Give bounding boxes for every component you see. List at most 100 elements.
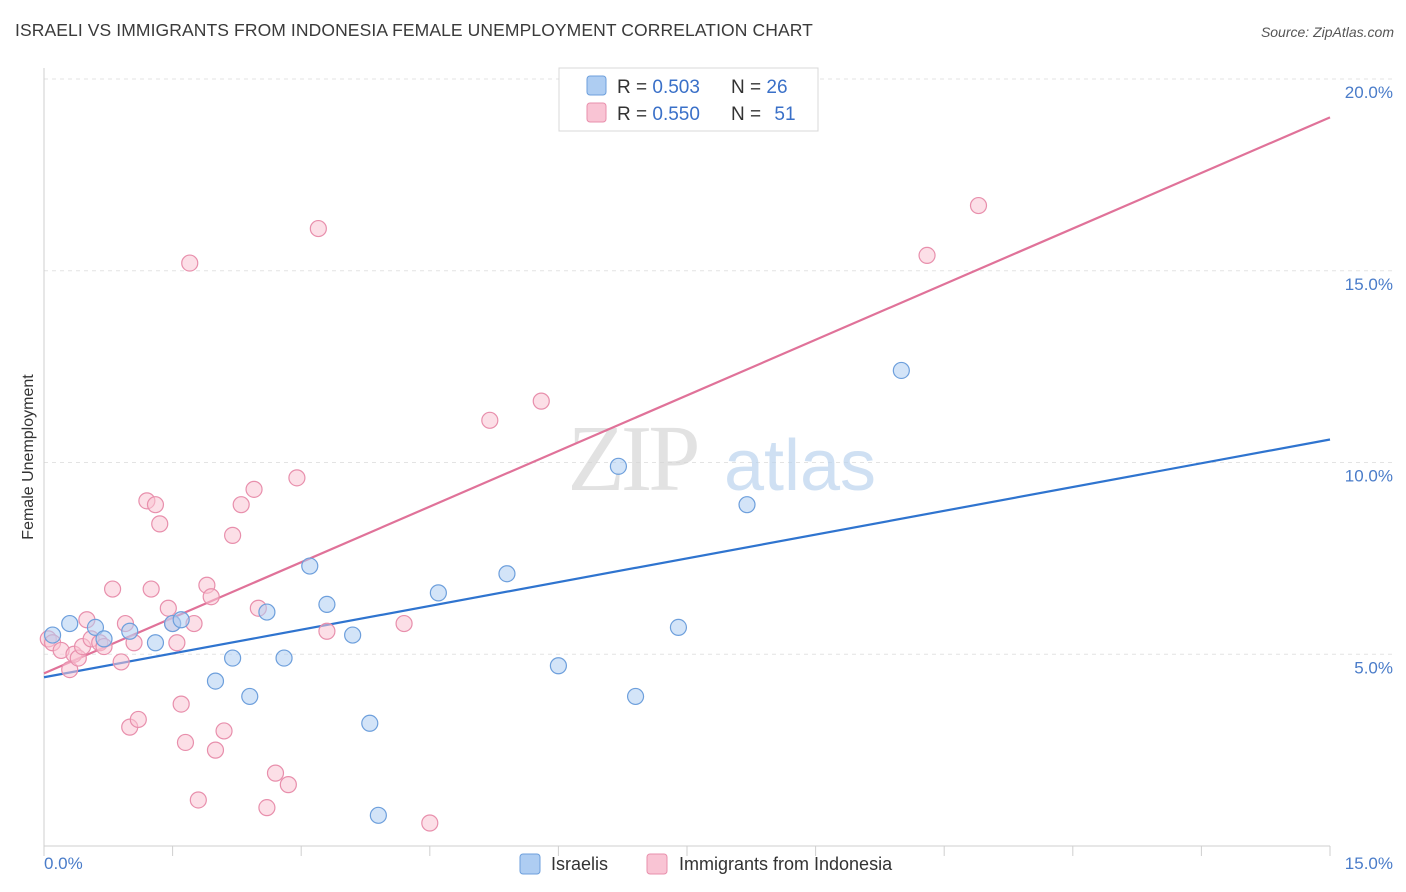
indonesia-point: [318, 622, 336, 640]
indonesia-point: [189, 791, 207, 809]
israelis-point: [146, 634, 165, 652]
stats-legend: R = 0.503 N = 26 R = 0.550 N = 51: [558, 67, 819, 132]
indonesia-point: [176, 733, 195, 752]
indonesia-point: [918, 246, 936, 265]
indonesia-point: [121, 718, 139, 736]
israelis-point: [86, 618, 105, 637]
indonesia-point: [181, 254, 199, 272]
israelis-point: [549, 657, 568, 675]
israelis-point: [369, 806, 387, 824]
israelis-point: [224, 649, 242, 667]
legend-swatch-israelis: [586, 75, 607, 96]
israelis-point: [95, 630, 113, 648]
svg-text:N = 26: N = 26: [731, 77, 788, 98]
israelis-point: [121, 622, 139, 640]
watermark-zip: ZIP: [568, 407, 698, 511]
israelis-point: [669, 618, 688, 637]
x-tick-label-max: 15.0%: [1345, 854, 1393, 873]
indonesia-point: [116, 614, 135, 633]
indonesia-point: [202, 588, 220, 606]
y-tick-label: 15.0%: [1345, 275, 1393, 294]
y-tick-label: 20.0%: [1345, 83, 1393, 102]
indonesia-point: [125, 634, 143, 652]
indonesia-point: [532, 392, 550, 410]
israelis-point: [258, 603, 276, 621]
bottom-swatch-indonesia: [646, 853, 668, 875]
indonesia-point: [73, 637, 92, 656]
indonesia-point: [61, 660, 79, 679]
indonesia-point: [198, 576, 216, 594]
indonesia-point: [164, 614, 182, 633]
israelis-point: [172, 611, 190, 629]
axes: [43, 68, 1331, 856]
indonesia-point: [112, 653, 130, 671]
indonesia-point: [151, 515, 169, 533]
legend-n-value: 51: [774, 104, 795, 125]
watermark: ZIP atlas: [568, 407, 877, 511]
indonesia-point: [95, 637, 113, 656]
indonesia-point: [481, 411, 499, 429]
indonesia-point: [39, 630, 57, 648]
indonesia-point: [52, 641, 70, 660]
indonesia-point: [65, 645, 83, 663]
israelis-point: [318, 595, 336, 613]
israelis-point: [344, 626, 362, 644]
indonesia-point: [232, 496, 250, 514]
israelis-trend-line: [43, 438, 1331, 679]
bottom-legend-indonesia: Immigrants from Indonesia: [679, 854, 893, 874]
svg-text:R = 0.550: R = 0.550: [617, 104, 700, 125]
legend-r-label: R =: [617, 104, 652, 125]
indonesia-point: [129, 710, 147, 729]
indonesia-point: [206, 741, 225, 759]
trend-lines: [43, 116, 1331, 679]
legend-r-label: R =: [617, 77, 652, 98]
gridlines: 5.0% 10.0% 15.0% 20.0%: [44, 78, 1393, 677]
watermark-atlas: atlas: [724, 426, 876, 506]
israelis-point: [164, 614, 182, 633]
indonesia-point: [91, 634, 109, 652]
bottom-swatch-israelis: [519, 853, 541, 875]
svg-text:N = 51: N = 51: [731, 104, 796, 125]
indonesia-point: [215, 722, 233, 740]
indonesia-point: [288, 469, 306, 487]
chart-title: ISRAELI VS IMMIGRANTS FROM INDONESIA FEM…: [15, 20, 813, 40]
indonesia-point: [279, 776, 297, 794]
israelis-point: [43, 626, 62, 644]
legend-swatch-indonesia: [586, 102, 607, 123]
indonesia-point: [224, 526, 242, 544]
israelis-point: [206, 672, 225, 690]
indonesia-point: [78, 611, 96, 629]
israelis-point: [275, 649, 293, 667]
israelis-point: [361, 714, 379, 732]
indonesia-point: [172, 695, 190, 713]
legend-n-value: 26: [766, 77, 787, 98]
indonesia-point: [146, 496, 165, 514]
indonesia-point: [159, 599, 177, 617]
indonesia-point: [258, 799, 276, 817]
israelis-point: [241, 687, 259, 706]
indonesia-point: [82, 630, 100, 648]
legend-n-label: N =: [731, 77, 766, 98]
indonesia-point: [969, 196, 988, 215]
series-legend: Israelis Immigrants from Indonesia: [519, 853, 893, 875]
indonesia-point: [138, 492, 156, 510]
israelis-point: [738, 496, 756, 514]
indonesia-point: [309, 219, 327, 238]
legend-n-label: N =: [731, 104, 766, 125]
israelis-point: [301, 557, 319, 575]
data-points: [39, 196, 988, 832]
israelis-point: [892, 361, 910, 380]
indonesia-point: [69, 649, 87, 667]
bottom-legend-israelis: Israelis: [551, 854, 608, 874]
y-axis-label: Female Unemployment: [20, 374, 37, 540]
y-tick-label: 5.0%: [1354, 658, 1393, 677]
indonesia-point: [245, 480, 263, 498]
israelis-point: [61, 614, 79, 633]
indonesia-point: [395, 614, 413, 633]
source-label: Source: ZipAtlas.com: [1260, 24, 1394, 40]
indonesia-point: [249, 599, 267, 617]
legend-r-value: 0.550: [652, 104, 700, 125]
indonesia-point: [168, 634, 186, 652]
indonesia-point: [421, 814, 439, 832]
indonesia-point: [103, 580, 122, 598]
